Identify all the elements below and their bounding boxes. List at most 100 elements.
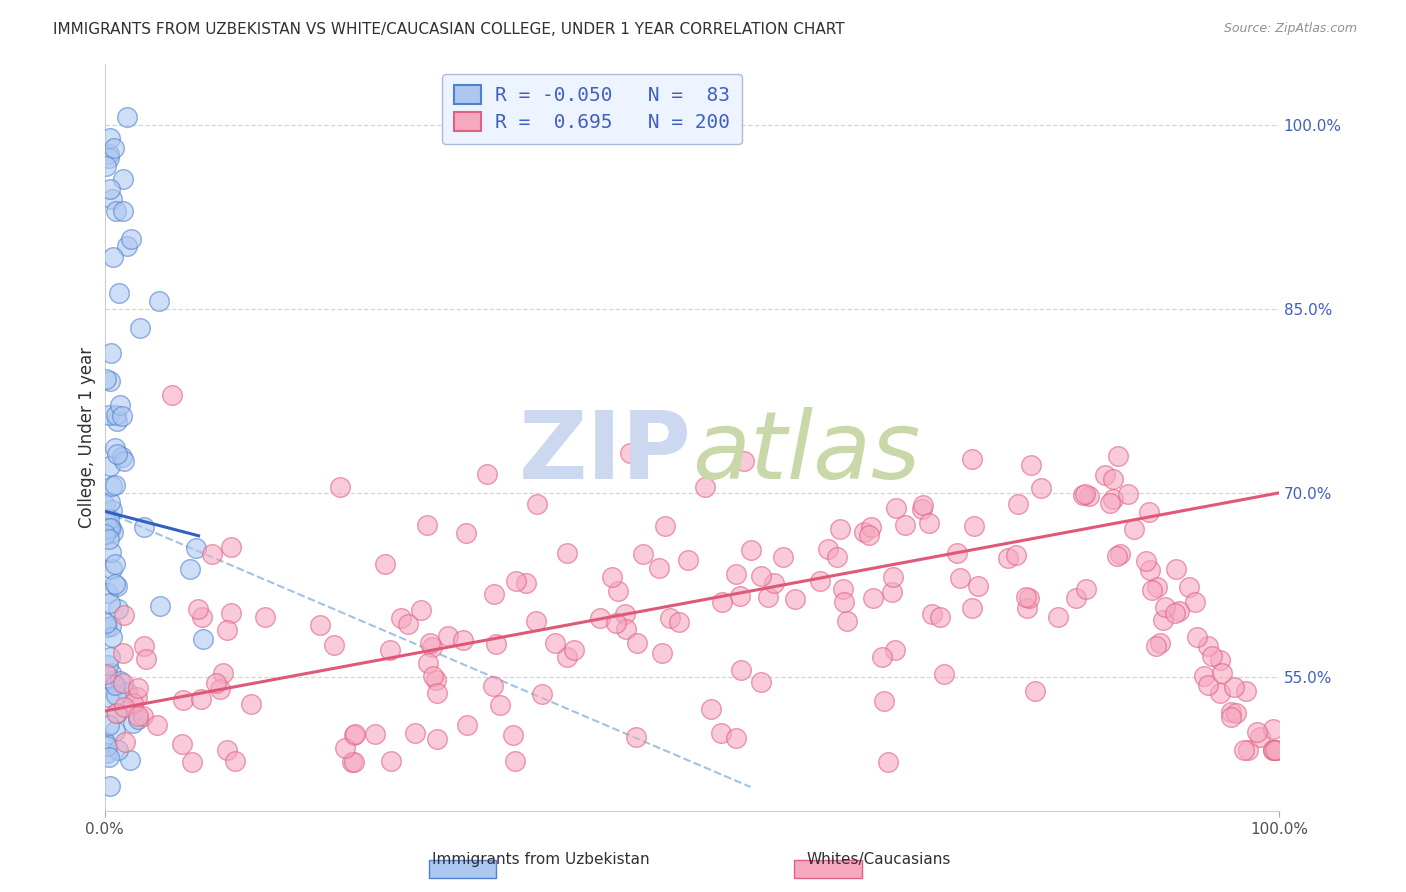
Point — [1064, 591, 1087, 606]
Point — [544, 636, 567, 650]
Point — [1152, 613, 1174, 627]
Point — [1109, 547, 1132, 561]
Point — [489, 698, 512, 712]
Point — [205, 676, 228, 690]
Point — [103, 525, 125, 540]
Point — [94, 527, 117, 541]
Point — [613, 607, 636, 622]
Point — [772, 549, 794, 564]
Point — [108, 673, 131, 688]
Point — [1073, 487, 1095, 501]
Point — [98, 779, 121, 793]
Point — [1236, 743, 1258, 757]
Point — [949, 571, 972, 585]
Point — [740, 543, 762, 558]
Point — [454, 525, 477, 540]
Point — [217, 743, 239, 757]
Point — [343, 728, 366, 742]
Point — [918, 516, 941, 530]
Point — [111, 409, 134, 423]
Point — [749, 675, 772, 690]
Point — [437, 629, 460, 643]
Point — [894, 518, 917, 533]
Point — [932, 667, 955, 681]
Point — [648, 561, 671, 575]
Point — [921, 607, 943, 621]
Point — [1164, 606, 1187, 620]
Point — [98, 131, 121, 145]
Point — [1232, 743, 1254, 757]
Point — [960, 452, 983, 467]
Point — [329, 480, 352, 494]
Point — [114, 734, 136, 748]
Point — [1078, 489, 1101, 503]
Point — [219, 607, 242, 621]
Point — [658, 610, 681, 624]
Point — [187, 602, 209, 616]
Point — [396, 617, 419, 632]
Point — [344, 727, 367, 741]
Point — [98, 596, 121, 610]
Point — [100, 544, 122, 558]
Point — [184, 541, 207, 556]
Text: IMMIGRANTS FROM UZBEKISTAN VS WHITE/CAUCASIAN COLLEGE, UNDER 1 YEAR CORRELATION : IMMIGRANTS FROM UZBEKISTAN VS WHITE/CAUC… — [53, 22, 845, 37]
Point — [1261, 723, 1284, 737]
Point — [963, 519, 986, 533]
Point — [762, 575, 785, 590]
Point — [1167, 603, 1189, 617]
Point — [110, 399, 132, 413]
Point — [602, 570, 624, 584]
Point — [416, 518, 439, 533]
Point — [100, 630, 122, 644]
Point — [96, 739, 118, 753]
Point — [1122, 522, 1144, 536]
Point — [97, 408, 120, 422]
Point — [104, 576, 127, 591]
Point — [239, 697, 262, 711]
Point — [749, 568, 772, 582]
Point — [700, 702, 723, 716]
Point — [404, 725, 426, 739]
Point — [97, 512, 120, 526]
Point — [1007, 497, 1029, 511]
Point — [862, 591, 884, 605]
Point — [515, 576, 537, 591]
Point — [101, 250, 124, 264]
Point — [105, 447, 128, 461]
Point — [624, 730, 647, 744]
Point — [1101, 491, 1123, 506]
Point — [97, 532, 120, 546]
Point — [191, 632, 214, 646]
Point — [1184, 594, 1206, 608]
Point — [785, 591, 807, 606]
Point — [1197, 677, 1219, 691]
Text: ZIP: ZIP — [519, 407, 692, 499]
Point — [564, 643, 586, 657]
Point — [127, 712, 149, 726]
Point — [631, 547, 654, 561]
Point — [100, 666, 122, 681]
Point — [832, 595, 855, 609]
Point — [201, 547, 224, 561]
Point — [477, 467, 499, 481]
Text: Whites/Caucasians: Whites/Caucasians — [807, 852, 950, 867]
Point — [104, 723, 127, 738]
Point — [911, 501, 934, 516]
Point — [884, 643, 907, 657]
Point — [93, 526, 115, 541]
Point — [112, 646, 135, 660]
Point — [733, 453, 755, 467]
Point — [132, 639, 155, 653]
Point — [94, 615, 117, 630]
Point — [422, 669, 444, 683]
Point — [451, 633, 474, 648]
Point — [121, 716, 143, 731]
Point — [828, 522, 851, 536]
Point — [967, 579, 990, 593]
Point — [364, 727, 387, 741]
Point — [1107, 449, 1129, 463]
Point — [120, 232, 142, 246]
Point — [125, 690, 148, 704]
Point — [880, 585, 903, 599]
Point — [825, 549, 848, 564]
